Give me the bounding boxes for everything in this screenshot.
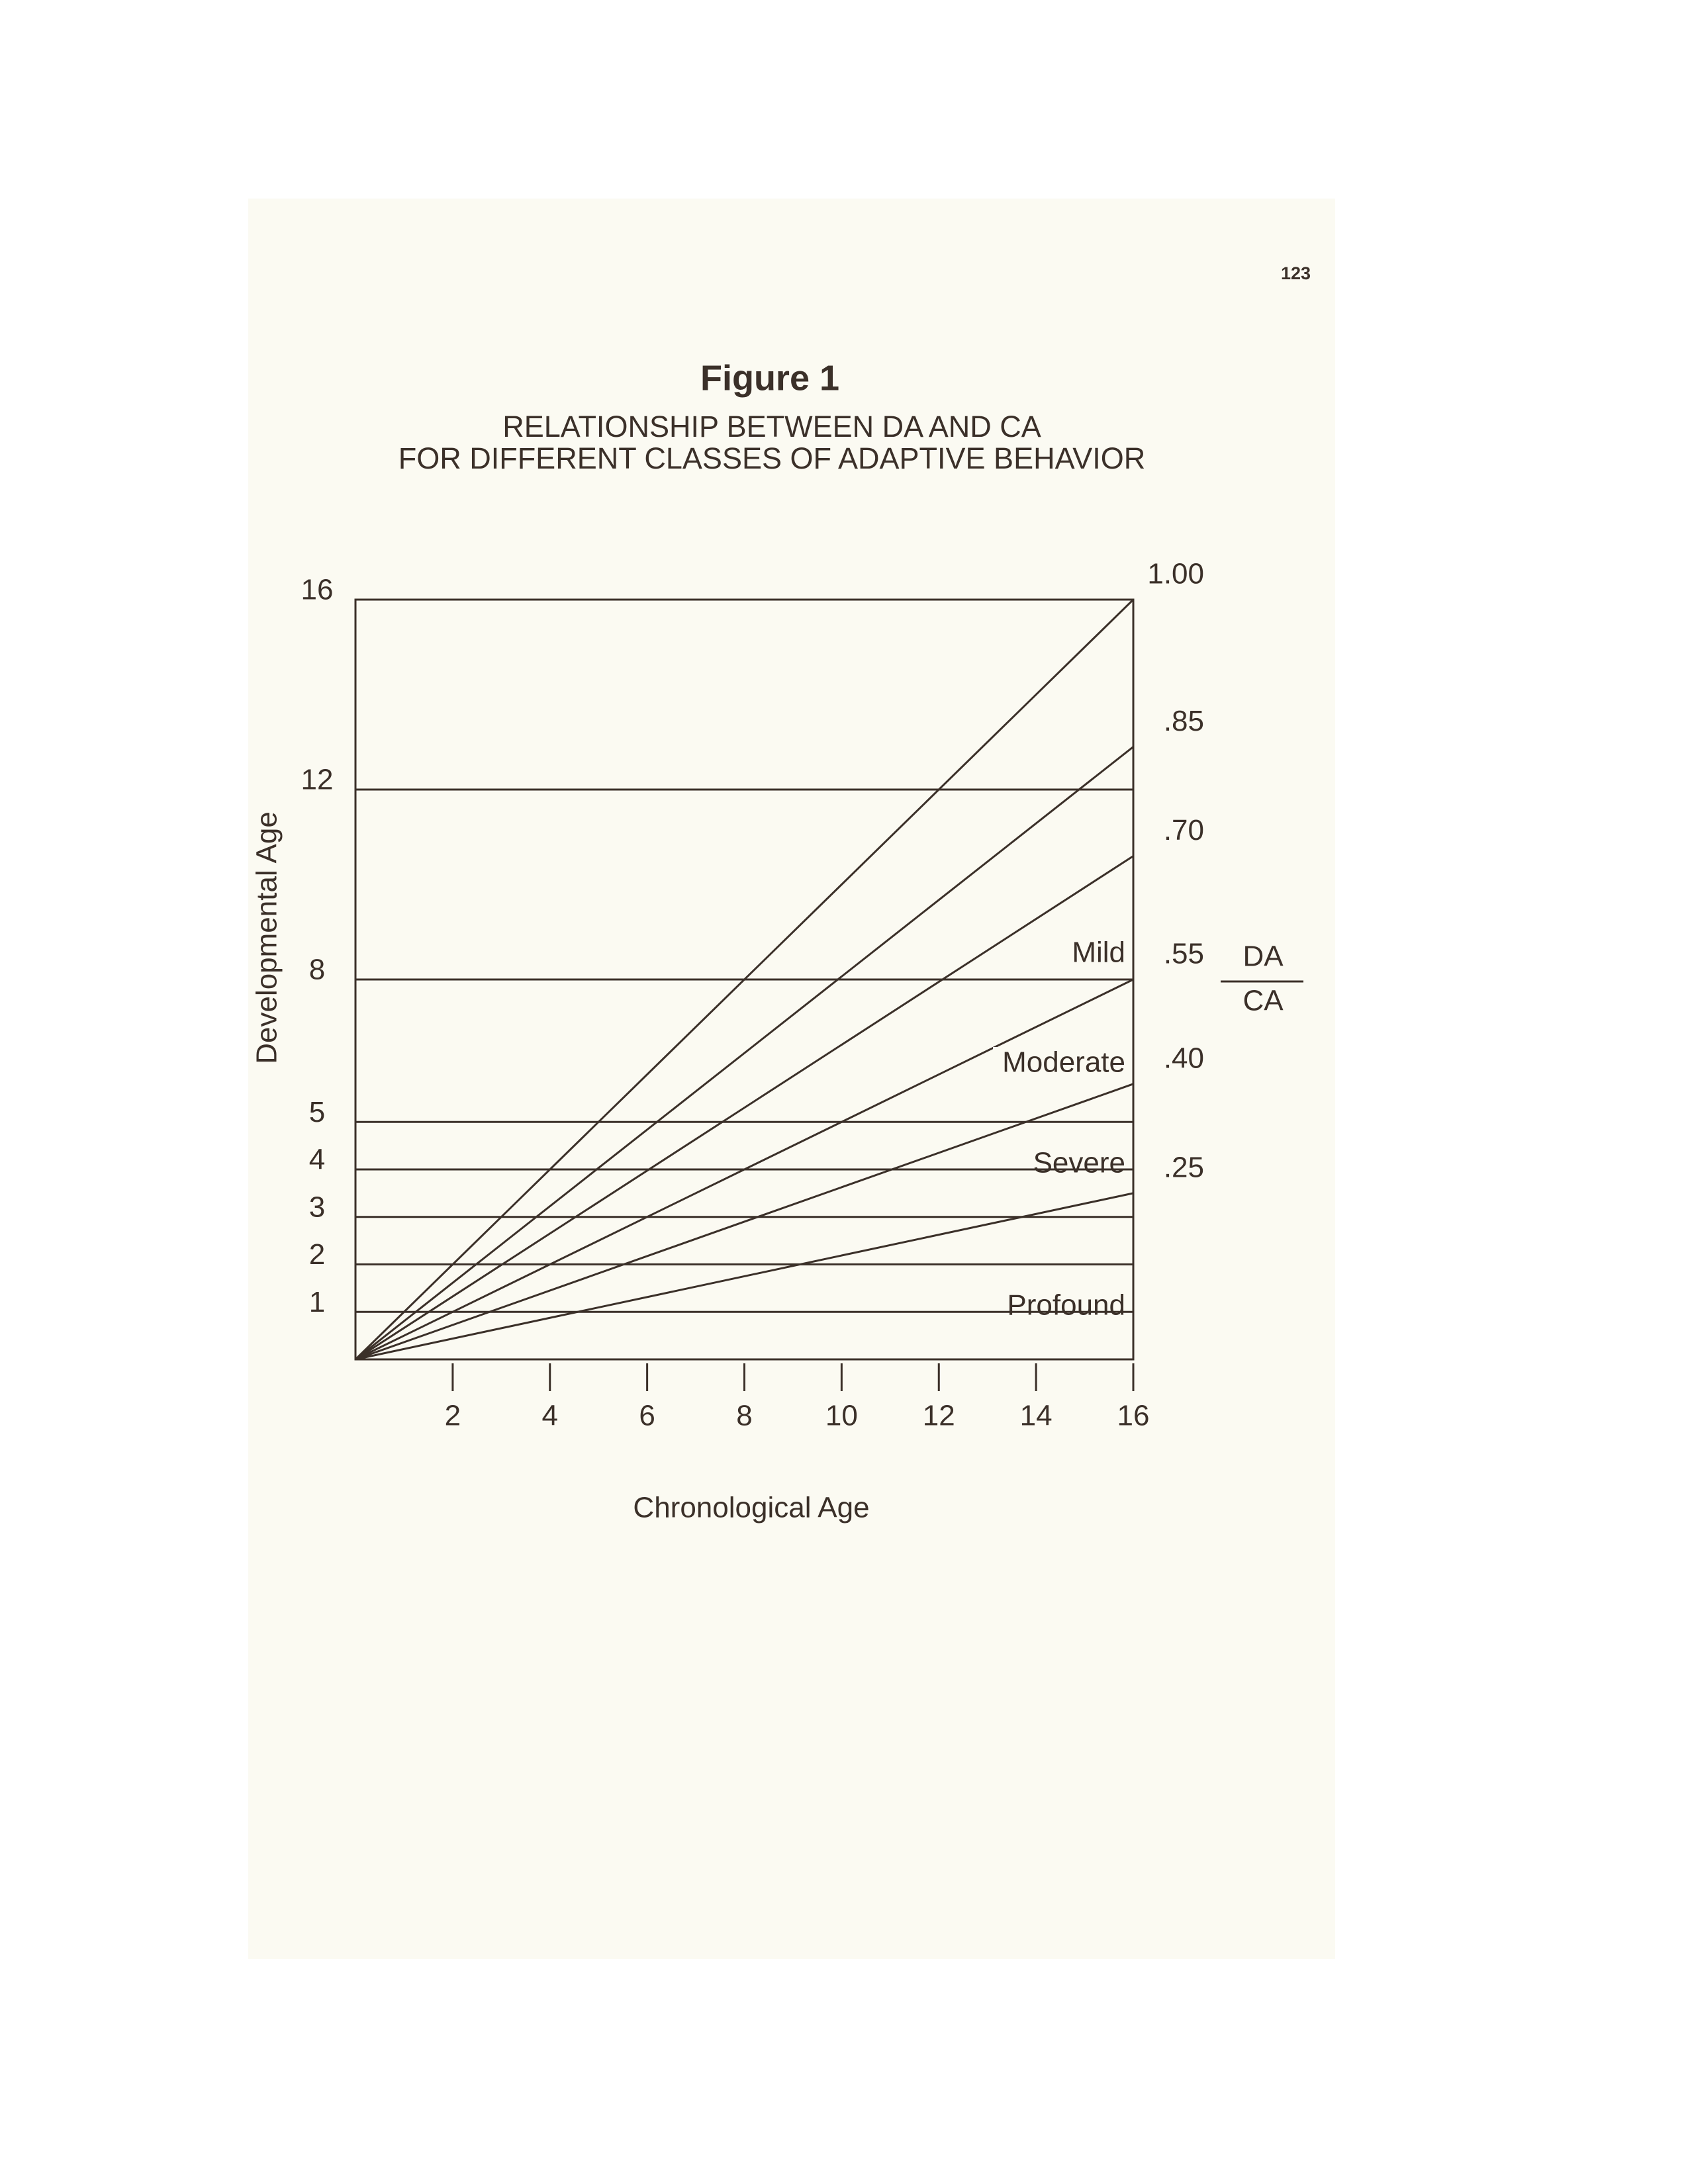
x-tick-label: 4: [542, 1400, 558, 1432]
x-tick-label: 2: [445, 1400, 461, 1432]
label-backing: [993, 1047, 1131, 1081]
x-tick-label: 12: [923, 1400, 955, 1432]
y-tick-label: 8: [309, 954, 325, 986]
class-label: Profound: [1007, 1289, 1125, 1322]
series-line: [355, 746, 1134, 1361]
figure-label: Figure 1: [700, 358, 839, 398]
series-line: [355, 978, 1134, 1361]
y-tick-label: 16: [301, 574, 334, 606]
y-axis-label: Developmental Age: [251, 811, 283, 1064]
series-line: [355, 1192, 1134, 1361]
ratio-numerator: DA: [1243, 940, 1284, 973]
ratio-label: .85: [1164, 705, 1204, 737]
page-number: 123: [1281, 263, 1311, 283]
ratio-label: .40: [1164, 1042, 1204, 1074]
series-line: [355, 855, 1134, 1361]
chart-title: FOR DIFFERENT CLASSES OF ADAPTIVE BEHAVI…: [399, 441, 1146, 475]
class-label: Mild: [1072, 936, 1125, 969]
x-tick-label: 10: [825, 1400, 858, 1432]
ratio-label: 1.00: [1147, 558, 1204, 590]
class-label: Moderate: [1002, 1046, 1125, 1079]
class-label: Severe: [1033, 1147, 1125, 1179]
chart-title: RELATIONSHIP BETWEEN DA AND CA: [502, 410, 1041, 443]
y-tick-label: 2: [309, 1238, 325, 1271]
y-tick-label: 4: [309, 1144, 325, 1176]
series-line: [354, 598, 1135, 1361]
y-tick-label: 5: [309, 1096, 325, 1128]
ratio-label: .25: [1164, 1152, 1204, 1184]
x-axis-label: Chronological Age: [633, 1492, 869, 1524]
ratio-label: .70: [1164, 814, 1204, 846]
x-tick-label: 6: [639, 1400, 655, 1432]
ratio-label: .55: [1164, 938, 1204, 970]
series-line: [355, 1083, 1134, 1361]
y-tick-label: 1: [309, 1286, 325, 1318]
x-tick-label: 16: [1117, 1400, 1150, 1432]
x-tick-label: 14: [1020, 1400, 1053, 1432]
paper: [248, 199, 1335, 1959]
y-tick-label: 3: [309, 1191, 325, 1223]
x-tick-label: 8: [736, 1400, 752, 1432]
y-tick-label: 12: [301, 764, 334, 796]
ratio-denominator: CA: [1243, 985, 1284, 1017]
